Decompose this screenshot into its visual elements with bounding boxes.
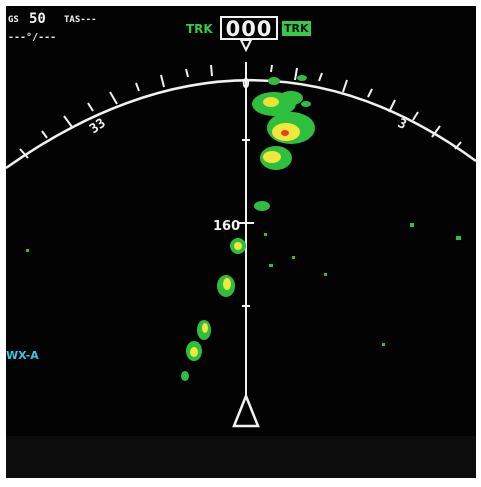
weather-cell-green — [254, 201, 270, 211]
true-airspeed-readout: TAS--- — [64, 15, 97, 25]
weather-cell-yellow — [263, 151, 281, 163]
weather-cell-yellow — [263, 97, 279, 107]
weather-speck — [26, 249, 29, 252]
compass-tick — [294, 67, 298, 81]
compass-tick — [109, 91, 118, 105]
compass-tick — [185, 68, 189, 78]
weather-speck — [382, 343, 385, 346]
ground-clutter-band — [6, 436, 476, 478]
compass-tick — [19, 148, 29, 159]
compass-tick — [63, 115, 73, 128]
weather-cell-yellow — [223, 278, 231, 290]
compass-tick — [87, 102, 94, 112]
weather-speck — [269, 264, 273, 267]
weather-speck — [292, 256, 295, 259]
compass-tick — [270, 64, 273, 73]
weather-speck — [264, 233, 267, 236]
weather-cell-green — [279, 91, 303, 105]
compass-ticks — [19, 64, 462, 159]
radar-graphics — [6, 39, 476, 478]
compass-tick — [342, 79, 348, 93]
compass-tick — [160, 74, 165, 88]
compass-tick — [388, 99, 396, 113]
heading-pointer — [239, 39, 253, 53]
compass-tick — [454, 141, 462, 150]
compass-tick — [367, 88, 373, 98]
compass-tick — [318, 72, 323, 82]
weather-speck — [410, 223, 414, 227]
weather-cell-green — [181, 371, 189, 381]
weather-speck — [456, 236, 461, 240]
weather-mode-label: WX-A — [6, 349, 39, 362]
compass-tick — [210, 64, 213, 77]
weather-cell-green — [301, 101, 311, 107]
weather-cell-yellow — [202, 323, 208, 333]
weather-cell-yellow — [190, 347, 198, 357]
track-line-ticks — [238, 139, 254, 307]
groundspeed-value: 50 — [29, 11, 46, 27]
aircraft-symbol — [232, 392, 260, 428]
compass-tick — [431, 125, 441, 138]
weather-speck — [324, 273, 327, 276]
compass-tick — [135, 82, 140, 92]
weather-cell-green — [297, 75, 307, 81]
compass-tick — [412, 111, 419, 121]
weather-cell-green — [268, 77, 280, 85]
heading-value-box: 000 — [220, 16, 278, 40]
weather-cell-red — [281, 130, 289, 136]
compass-tick — [41, 130, 48, 139]
weather-radar-display: GS 50 TAS--- ---°/--- TRK 000 TRK 0 33 3… — [6, 6, 476, 478]
weather-returns — [26, 75, 461, 381]
track-mode-badge: TRK — [282, 21, 311, 36]
groundspeed-label: GS — [8, 15, 19, 25]
compass-label-north: 0 — [242, 77, 250, 92]
range-marker-label: 160 — [213, 219, 241, 234]
wind-readout: ---°/--- — [8, 32, 57, 43]
track-mode-label: TRK — [186, 22, 213, 36]
weather-cell-yellow — [234, 242, 242, 250]
